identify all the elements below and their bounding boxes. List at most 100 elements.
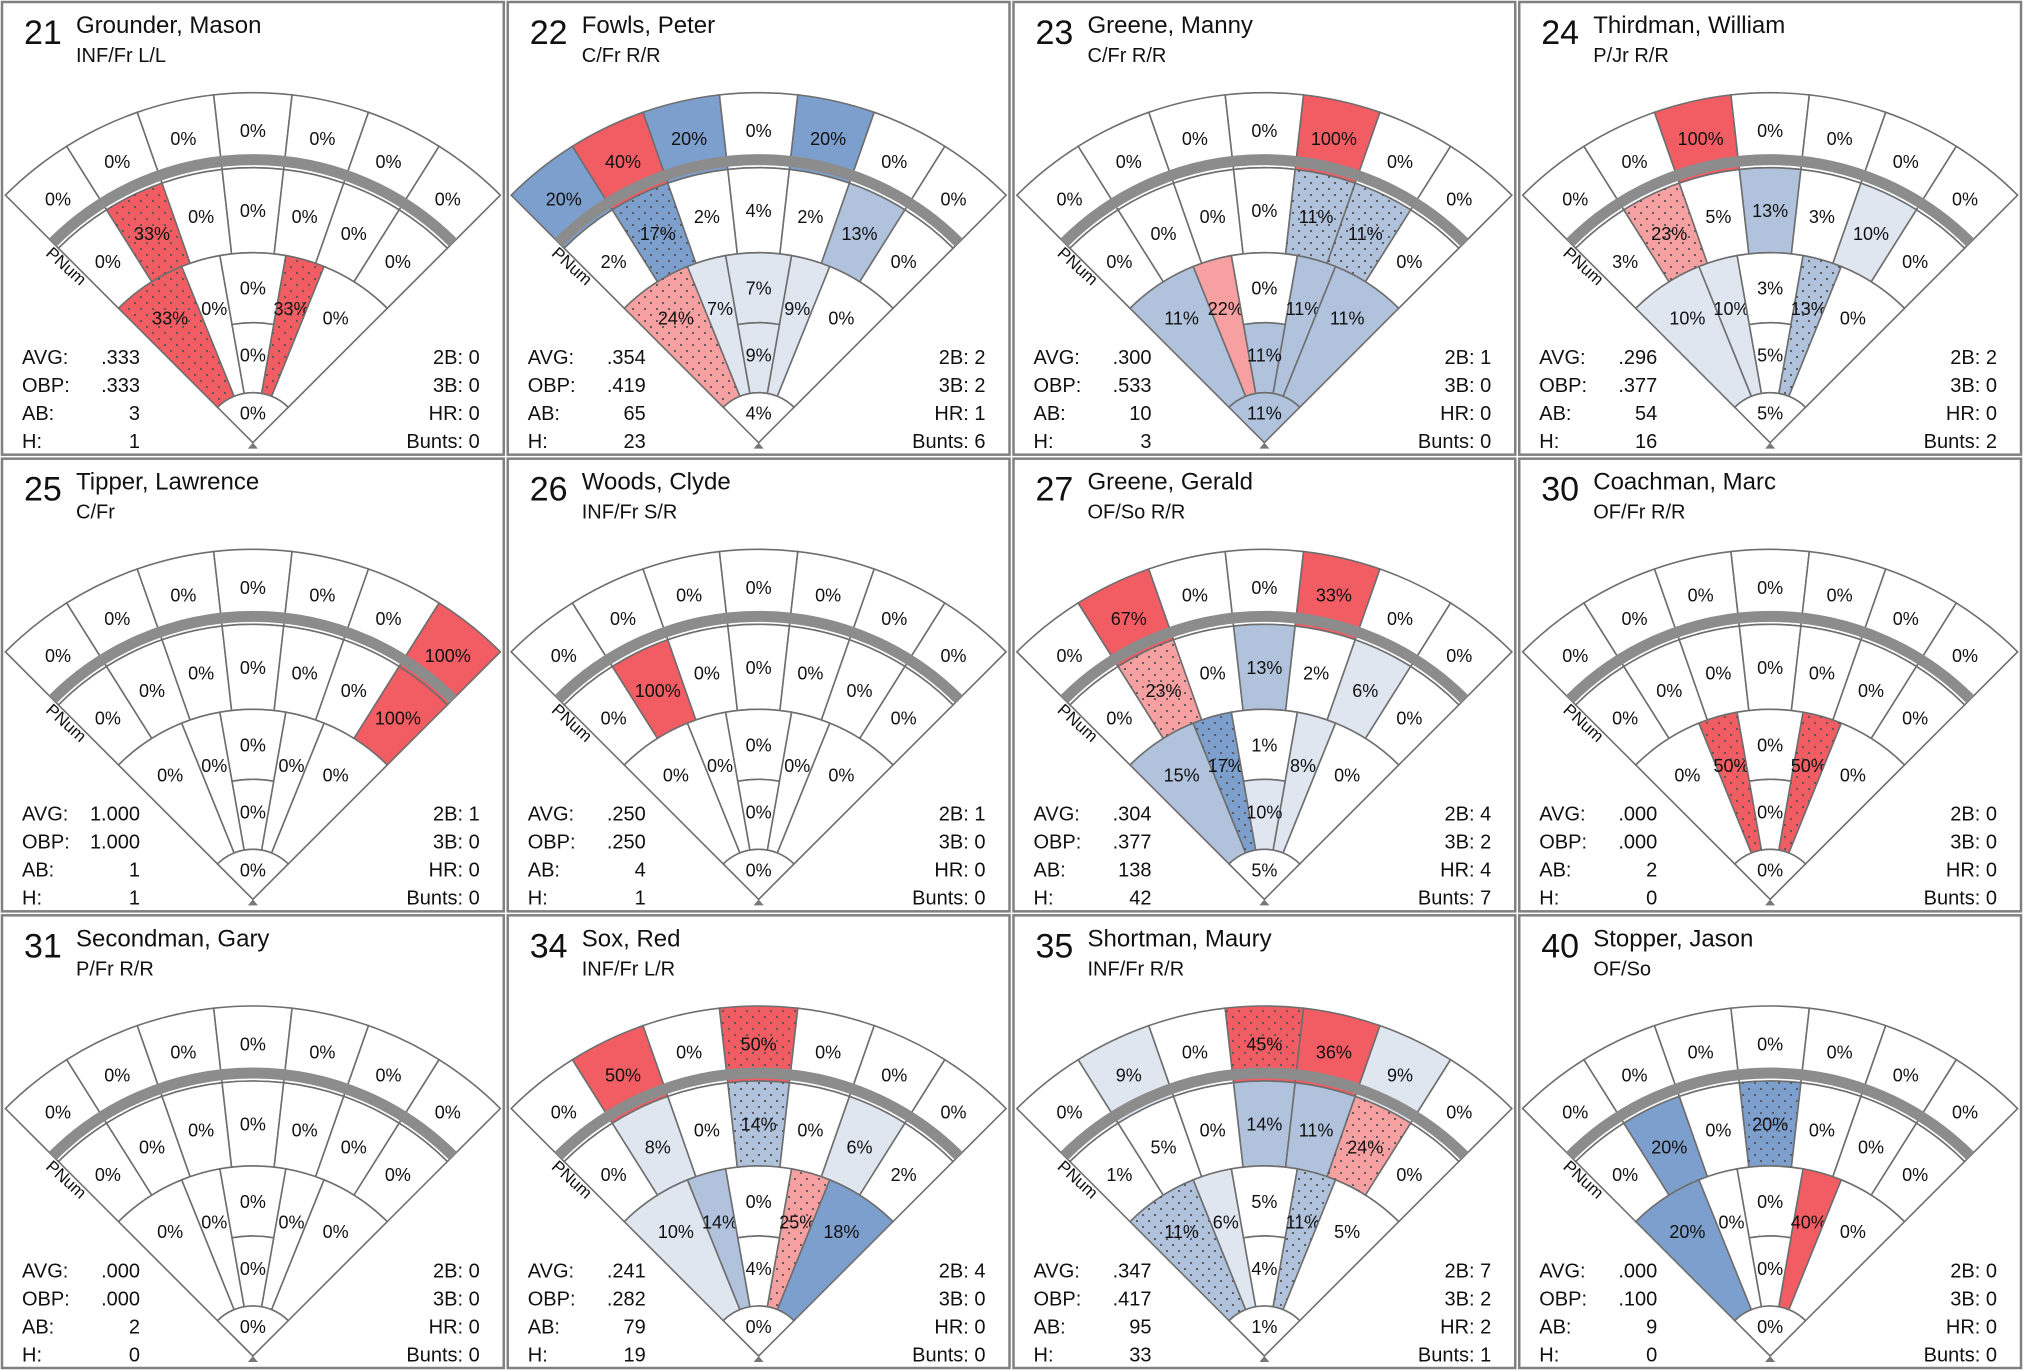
zone-percent: 2% [797, 207, 823, 227]
stat-hr: HR: 0 [934, 1316, 985, 1338]
zone-percent: 33% [1316, 586, 1352, 606]
zone-percent: 0% [341, 1138, 367, 1158]
zone-percent: 0% [1562, 1103, 1588, 1123]
zone-pit [216, 391, 290, 444]
zone-percent: 100% [375, 709, 421, 729]
zone-percent: 0% [104, 152, 130, 172]
spray-field: 20% 40% 20% 0% 20% 0% 0% 2% 17% 2% 4% 2% 13% 0% 24% 7% 7… [510, 91, 1008, 449]
player-panel: 40 Stopper, Jason OF/So 0% 0% 0% 0% 0% 0% 0% 0% 20%… [1518, 914, 2023, 1370]
spray-field: 0% 0% 0% 0% 0% 0% 0% 0% 100% 0% 0% 0% 0% 0% 0% 0% 0% 0% 0%… [510, 548, 1008, 906]
stat-value-hits: 33 [1129, 1344, 1151, 1366]
zone-percent: 0% [309, 1042, 335, 1062]
zone-dot-pattern [612, 183, 696, 282]
player-position-handedness: INF/Fr L/L [76, 45, 166, 67]
player-number: 23 [1036, 14, 1074, 52]
zone-percent: 15% [1164, 765, 1200, 785]
stat-value-hits: 0 [129, 1344, 140, 1366]
zone-percent: 0% [1251, 279, 1277, 299]
zone-percent: 0% [104, 609, 130, 629]
zone-percent: 0% [240, 802, 266, 822]
stat-value-avg: .296 [1618, 347, 1657, 369]
zone-percent: 1% [1251, 1317, 1277, 1337]
zone-percent: 0% [551, 1103, 577, 1123]
zone-percent: 0% [1809, 1120, 1835, 1140]
player-panel: 22 Fowls, Peter C/Fr R/R 20% 40% 20% 0% 20% 0% 0%… [506, 0, 1011, 456]
stat-triples: 3B: 0 [1950, 832, 1997, 854]
zone-pit [1733, 1305, 1807, 1358]
zone-percent: 0% [676, 586, 702, 606]
stat-label-avg: AVG: [528, 1260, 574, 1282]
player-number: 40 [1541, 927, 1579, 965]
zone-percent: 50% [741, 1035, 777, 1055]
zone-pit [722, 391, 796, 444]
stat-label-obp: OBP: [528, 1288, 576, 1310]
zone-percent: 0% [385, 252, 411, 272]
zone-percent: 11% [1330, 309, 1365, 329]
stat-label-hits: H: [528, 1344, 548, 1366]
zone-percent: 18% [823, 1222, 859, 1242]
zone-percent: 50% [1714, 756, 1750, 776]
fence-arc [48, 610, 457, 704]
fence-arc [1060, 610, 1469, 704]
fence-arc [48, 154, 457, 247]
stat-label-ab: AB: [528, 403, 560, 425]
stat-value-ab: 2 [129, 1316, 140, 1338]
stat-hr: HR: 0 [934, 860, 985, 882]
stat-label-hits: H: [1034, 888, 1054, 910]
fence-arc [554, 1067, 963, 1160]
zone-percent: 36% [1316, 1042, 1352, 1062]
zone-percent: 4% [1251, 1259, 1277, 1279]
player-position-handedness: C/Fr [76, 502, 115, 524]
zone-percent: 0% [1562, 189, 1588, 209]
zone-percent: 3% [1757, 279, 1783, 299]
zone-percent: 5% [1334, 1222, 1360, 1242]
stat-label-avg: AVG: [1539, 804, 1585, 826]
zone-percent: 17% [1208, 756, 1244, 776]
zone-percent: 0% [1622, 152, 1648, 172]
zone-percent: 0% [188, 1120, 214, 1140]
stat-doubles: 2B: 1 [1445, 347, 1492, 369]
zone-percent: 0% [1446, 189, 1472, 209]
zone-percent: 0% [1116, 152, 1142, 172]
zone-percent: 0% [746, 735, 772, 755]
zone-percent: 0% [1057, 646, 1083, 666]
player-name: Sox, Red [582, 925, 681, 952]
stat-value-hits: 23 [624, 431, 646, 453]
zone-pit [1227, 391, 1301, 444]
zone-percent: 0% [1705, 664, 1731, 684]
stat-value-obp: .417 [1113, 1288, 1152, 1310]
fence-arc [1566, 154, 1975, 247]
zone-dot-pattern [1118, 639, 1202, 739]
zone-percent: 6% [1213, 1212, 1239, 1232]
stat-hr: HR: 0 [1946, 1316, 1997, 1338]
stat-value-avg: .250 [607, 804, 646, 826]
zone-percent: 0% [846, 681, 872, 701]
stat-value-avg: .241 [607, 1260, 646, 1282]
zone-percent: 0% [170, 586, 196, 606]
zone-percent: 0% [551, 646, 577, 666]
stat-label-hits: H: [528, 888, 548, 910]
zone-dot-pattern [1273, 1168, 1336, 1310]
zone-percent: 23% [1651, 224, 1687, 244]
zone-dot-pattern [1778, 255, 1842, 397]
player-name: Woods, Clyde [582, 469, 731, 496]
spray-field: 0% 0% 0% 0% 0% 0% 0% 0% 0% 0% 0% 0% 0% 0% 0% 0% 0% 0% 0% 0%… [4, 1005, 502, 1362]
zone-percent: 0% [1840, 309, 1866, 329]
stat-value-avg: .333 [101, 347, 140, 369]
player-number: 21 [24, 14, 62, 52]
zone-percent: 25% [779, 1212, 815, 1232]
zone-dot-pattern [1130, 1179, 1246, 1321]
stat-value-obp: 1.000 [90, 832, 140, 854]
zone-percent: 0% [375, 1065, 401, 1085]
zone-pit [722, 1305, 796, 1358]
zone-percent: 5% [1757, 346, 1783, 366]
zone-percent: 9% [784, 299, 810, 319]
zone-percent: 0% [1182, 129, 1208, 149]
zone-percent: 10% [1853, 224, 1889, 244]
zone-percent: 0% [1562, 646, 1588, 666]
zone-percent: 0% [746, 121, 772, 141]
zone-percent: 0% [815, 1042, 841, 1062]
stat-label-hits: H: [22, 888, 42, 910]
